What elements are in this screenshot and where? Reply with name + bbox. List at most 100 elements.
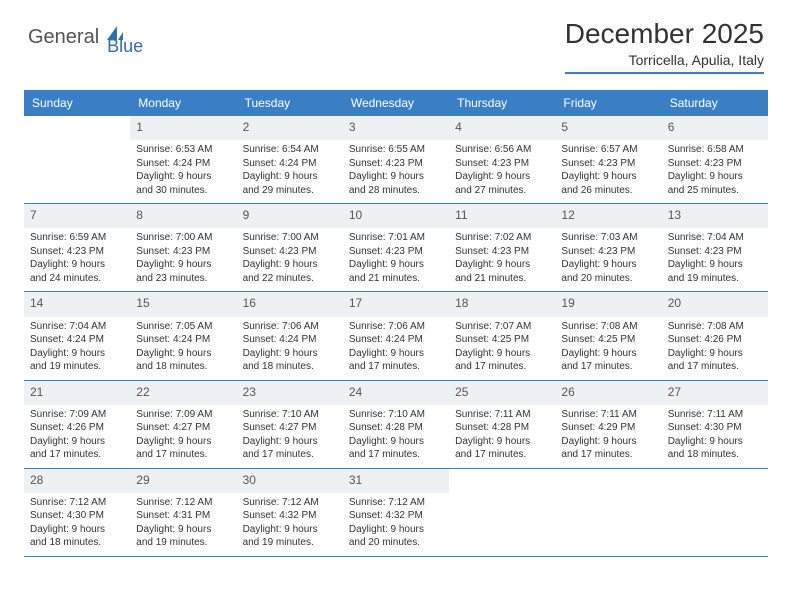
day-number: 11 <box>455 207 549 223</box>
day-number: 22 <box>136 384 230 400</box>
daylight2-text: and 17 minutes. <box>455 360 549 374</box>
sunrise-text: Sunrise: 7:05 AM <box>136 320 230 334</box>
day-cell: 10Sunrise: 7:01 AMSunset: 4:23 PMDayligh… <box>343 204 449 291</box>
daylight1-text: Daylight: 9 hours <box>561 347 655 361</box>
calendar-grid: SundayMondayTuesdayWednesdayThursdayFrid… <box>24 90 768 557</box>
day-cell: 24Sunrise: 7:10 AMSunset: 4:28 PMDayligh… <box>343 381 449 468</box>
day-header-row: SundayMondayTuesdayWednesdayThursdayFrid… <box>24 90 768 116</box>
sunset-text: Sunset: 4:24 PM <box>349 333 443 347</box>
day-header-thursday: Thursday <box>449 90 555 116</box>
sunrise-text: Sunrise: 6:55 AM <box>349 143 443 157</box>
sunrise-text: Sunrise: 7:00 AM <box>136 231 230 245</box>
daylight1-text: Daylight: 9 hours <box>561 258 655 272</box>
day-header-saturday: Saturday <box>662 90 768 116</box>
day-number: 7 <box>30 207 124 223</box>
sunset-text: Sunset: 4:23 PM <box>561 157 655 171</box>
day-cell: 31Sunrise: 7:12 AMSunset: 4:32 PMDayligh… <box>343 469 449 556</box>
sunset-text: Sunset: 4:23 PM <box>455 245 549 259</box>
daylight1-text: Daylight: 9 hours <box>30 435 124 449</box>
day-cell: 1Sunrise: 6:53 AMSunset: 4:24 PMDaylight… <box>130 116 236 203</box>
daylight1-text: Daylight: 9 hours <box>349 170 443 184</box>
title-block: December 2025 Torricella, Apulia, Italy <box>565 18 764 74</box>
day-cell: 29Sunrise: 7:12 AMSunset: 4:31 PMDayligh… <box>130 469 236 556</box>
sunrise-text: Sunrise: 7:01 AM <box>349 231 443 245</box>
daylight2-text: and 19 minutes. <box>243 536 337 550</box>
day-number: 12 <box>561 207 655 223</box>
sunset-text: Sunset: 4:26 PM <box>668 333 762 347</box>
day-number: 17 <box>349 295 443 311</box>
sunrise-text: Sunrise: 7:10 AM <box>349 408 443 422</box>
daylight2-text: and 17 minutes. <box>243 448 337 462</box>
daylight1-text: Daylight: 9 hours <box>668 258 762 272</box>
sunrise-text: Sunrise: 7:08 AM <box>561 320 655 334</box>
weeks-container: 1Sunrise: 6:53 AMSunset: 4:24 PMDaylight… <box>24 116 768 557</box>
daylight1-text: Daylight: 9 hours <box>136 258 230 272</box>
sunset-text: Sunset: 4:24 PM <box>30 333 124 347</box>
sunset-text: Sunset: 4:31 PM <box>136 509 230 523</box>
sunset-text: Sunset: 4:26 PM <box>30 421 124 435</box>
day-cell: 7Sunrise: 6:59 AMSunset: 4:23 PMDaylight… <box>24 204 130 291</box>
daylight2-text: and 30 minutes. <box>136 184 230 198</box>
day-number: 8 <box>136 207 230 223</box>
page-header: General Blue December 2025 Torricella, A… <box>0 0 792 82</box>
location-text: Torricella, Apulia, Italy <box>565 52 764 74</box>
daylight1-text: Daylight: 9 hours <box>30 347 124 361</box>
sunrise-text: Sunrise: 7:04 AM <box>668 231 762 245</box>
day-cell: 28Sunrise: 7:12 AMSunset: 4:30 PMDayligh… <box>24 469 130 556</box>
daylight2-text: and 17 minutes. <box>561 360 655 374</box>
sunrise-text: Sunrise: 6:58 AM <box>668 143 762 157</box>
day-cell: 3Sunrise: 6:55 AMSunset: 4:23 PMDaylight… <box>343 116 449 203</box>
day-number: 31 <box>349 472 443 488</box>
daylight1-text: Daylight: 9 hours <box>561 435 655 449</box>
sunset-text: Sunset: 4:27 PM <box>136 421 230 435</box>
sunset-text: Sunset: 4:32 PM <box>349 509 443 523</box>
sunrise-text: Sunrise: 7:12 AM <box>243 496 337 510</box>
empty-cell <box>24 116 130 203</box>
sunrise-text: Sunrise: 7:04 AM <box>30 320 124 334</box>
day-cell: 15Sunrise: 7:05 AMSunset: 4:24 PMDayligh… <box>130 292 236 379</box>
empty-cell <box>555 469 661 556</box>
daylight1-text: Daylight: 9 hours <box>349 435 443 449</box>
day-header-monday: Monday <box>130 90 236 116</box>
sunrise-text: Sunrise: 7:11 AM <box>668 408 762 422</box>
day-cell: 19Sunrise: 7:08 AMSunset: 4:25 PMDayligh… <box>555 292 661 379</box>
day-cell: 22Sunrise: 7:09 AMSunset: 4:27 PMDayligh… <box>130 381 236 468</box>
daylight2-text: and 22 minutes. <box>243 272 337 286</box>
day-number: 18 <box>455 295 549 311</box>
daylight2-text: and 17 minutes. <box>30 448 124 462</box>
sunrise-text: Sunrise: 7:06 AM <box>243 320 337 334</box>
day-number: 2 <box>243 119 337 135</box>
day-cell: 21Sunrise: 7:09 AMSunset: 4:26 PMDayligh… <box>24 381 130 468</box>
week-row: 21Sunrise: 7:09 AMSunset: 4:26 PMDayligh… <box>24 381 768 469</box>
day-number: 15 <box>136 295 230 311</box>
sunrise-text: Sunrise: 7:03 AM <box>561 231 655 245</box>
sunset-text: Sunset: 4:23 PM <box>668 157 762 171</box>
day-cell: 13Sunrise: 7:04 AMSunset: 4:23 PMDayligh… <box>662 204 768 291</box>
sunset-text: Sunset: 4:25 PM <box>561 333 655 347</box>
week-row: 14Sunrise: 7:04 AMSunset: 4:24 PMDayligh… <box>24 292 768 380</box>
daylight1-text: Daylight: 9 hours <box>243 523 337 537</box>
daylight2-text: and 21 minutes. <box>349 272 443 286</box>
daylight2-text: and 18 minutes. <box>136 360 230 374</box>
sunset-text: Sunset: 4:23 PM <box>30 245 124 259</box>
day-cell: 11Sunrise: 7:02 AMSunset: 4:23 PMDayligh… <box>449 204 555 291</box>
sunrise-text: Sunrise: 7:09 AM <box>30 408 124 422</box>
daylight2-text: and 17 minutes. <box>349 360 443 374</box>
day-number: 20 <box>668 295 762 311</box>
month-title: December 2025 <box>565 18 764 50</box>
daylight2-text: and 25 minutes. <box>668 184 762 198</box>
daylight2-text: and 24 minutes. <box>30 272 124 286</box>
day-cell: 18Sunrise: 7:07 AMSunset: 4:25 PMDayligh… <box>449 292 555 379</box>
sunrise-text: Sunrise: 6:56 AM <box>455 143 549 157</box>
day-cell: 27Sunrise: 7:11 AMSunset: 4:30 PMDayligh… <box>662 381 768 468</box>
sunset-text: Sunset: 4:30 PM <box>668 421 762 435</box>
day-cell: 30Sunrise: 7:12 AMSunset: 4:32 PMDayligh… <box>237 469 343 556</box>
day-cell: 8Sunrise: 7:00 AMSunset: 4:23 PMDaylight… <box>130 204 236 291</box>
sunset-text: Sunset: 4:23 PM <box>455 157 549 171</box>
daylight2-text: and 20 minutes. <box>349 536 443 550</box>
day-number: 29 <box>136 472 230 488</box>
day-header-wednesday: Wednesday <box>343 90 449 116</box>
daylight1-text: Daylight: 9 hours <box>243 347 337 361</box>
day-cell: 6Sunrise: 6:58 AMSunset: 4:23 PMDaylight… <box>662 116 768 203</box>
day-number: 4 <box>455 119 549 135</box>
